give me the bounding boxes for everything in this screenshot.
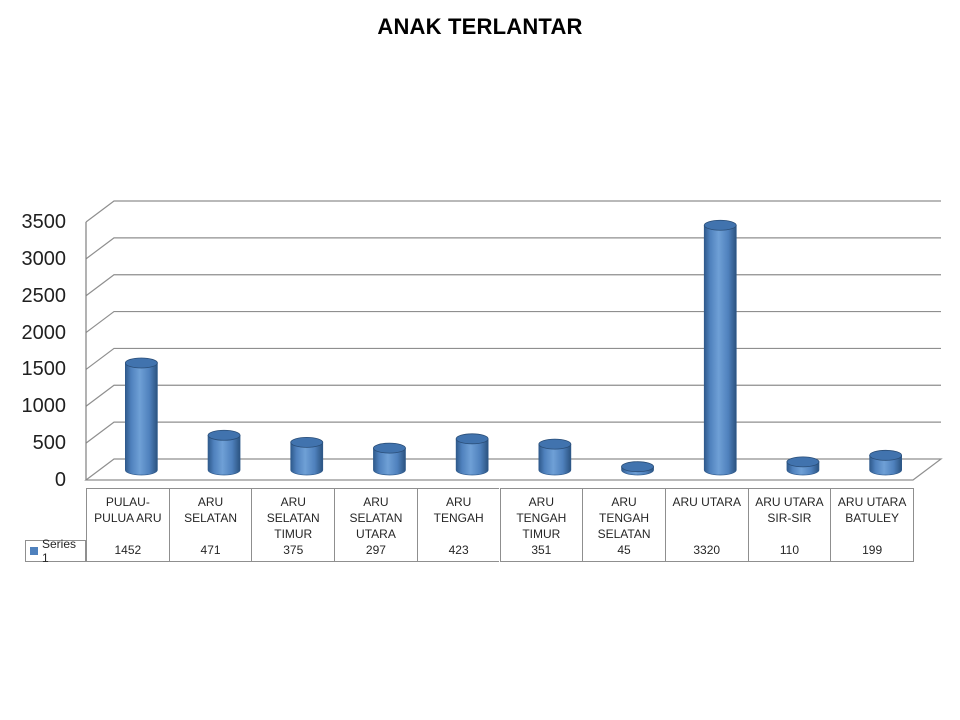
- gridline: [85, 274, 941, 297]
- category-cell: ARU SELATAN TIMUR: [251, 488, 335, 541]
- gridline: [85, 237, 941, 260]
- value-cell: 351: [499, 540, 583, 562]
- value-cell: 199: [830, 540, 914, 562]
- category-cell: PULAU- PULUA ARU: [86, 488, 169, 541]
- category-cell: ARU SELATAN: [168, 488, 252, 541]
- value-cell: 1452: [86, 540, 169, 562]
- cylinder-bar: [703, 219, 737, 476]
- y-axis-label: 0: [54, 469, 66, 491]
- value-cell: 45: [582, 540, 665, 562]
- gridline: [85, 200, 941, 223]
- category-cell: ARU UTARA: [664, 488, 748, 541]
- category-cell: ARU SELATAN UTARA: [334, 488, 417, 541]
- legend-series-label: Series 1: [42, 537, 77, 565]
- chart-title: ANAK TERLANTAR: [377, 14, 583, 39]
- value-cell: 423: [416, 540, 500, 562]
- cylinder-bar: [373, 442, 406, 476]
- gridline: [85, 310, 941, 334]
- y-axis-label: 1000: [21, 395, 67, 418]
- category-cell: ARU UTARA SIR-SIR: [747, 488, 831, 541]
- value-cell: 471: [168, 540, 252, 562]
- y-axis-label: 500: [32, 432, 66, 455]
- cylinder-bar: [869, 449, 903, 476]
- y-axis-label: 2500: [21, 284, 67, 307]
- category-cell: ARU TENGAH SELATAN: [582, 488, 665, 541]
- category-cell: ARU TENGAH TIMUR: [499, 488, 583, 541]
- cylinder-bar: [124, 357, 158, 476]
- category-cell: ARU TENGAH: [416, 488, 500, 541]
- y-axis-label: 2000: [21, 321, 67, 344]
- y-axis-label: 3000: [21, 247, 67, 270]
- y-axis-label: 1500: [21, 358, 67, 381]
- gridline: [85, 347, 941, 370]
- gridline: [85, 421, 941, 444]
- y-axis-label: 3500: [21, 211, 67, 233]
- legend: Series 1: [25, 537, 86, 565]
- value-cell: 3320: [664, 540, 748, 562]
- cylinder-bar: [290, 436, 324, 476]
- cylinder-bar: [455, 433, 489, 476]
- value-cell: 375: [251, 540, 335, 562]
- cylinder-bar: [207, 429, 241, 476]
- value-cell: 110: [747, 540, 831, 562]
- cylinder-bar: [538, 438, 572, 476]
- legend-marker-icon: [30, 547, 38, 555]
- gridline: [85, 384, 941, 407]
- cylinder-bar: [621, 461, 654, 476]
- value-cell: 297: [334, 540, 417, 562]
- cylinder-bar: [786, 456, 820, 476]
- category-cell: ARU UTARA BATULEY: [830, 488, 914, 541]
